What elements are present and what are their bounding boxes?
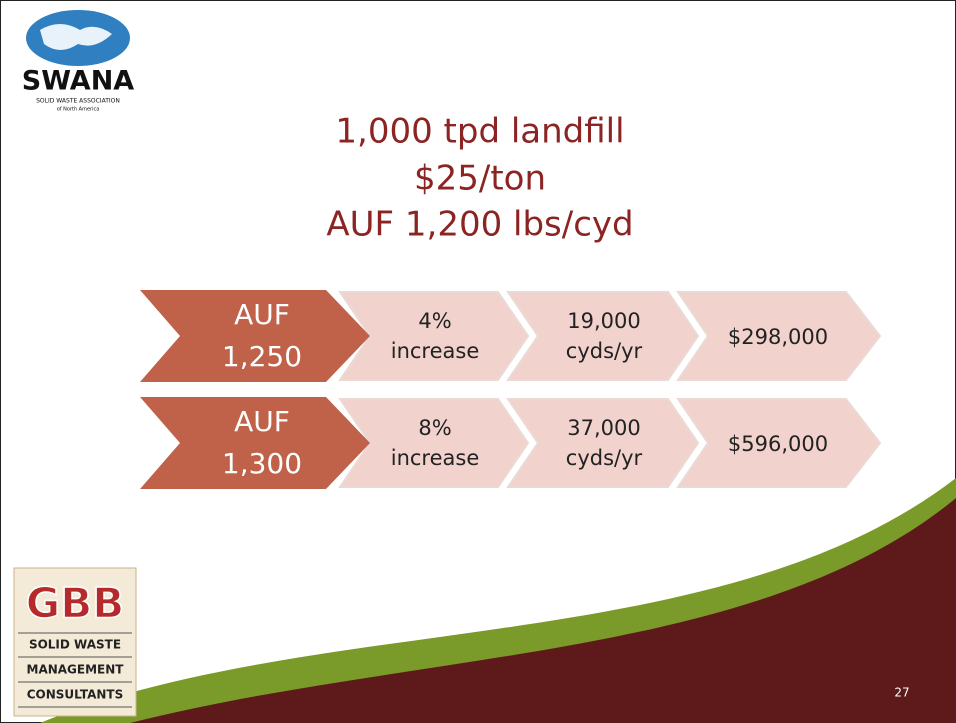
label-text: 1,250 xyxy=(222,340,302,373)
gbb-name: GBB xyxy=(26,579,125,628)
step-text: $596,000 xyxy=(728,432,828,456)
gbb-line: MANAGEMENT xyxy=(27,663,125,677)
label-chevron xyxy=(140,290,370,382)
gbb-line: CONSULTANTS xyxy=(27,688,124,702)
process-rows: 4% increase 19,000 cyds/yr $298,000 AUF 1,250 8… xyxy=(140,290,882,489)
step-text: 4% xyxy=(418,309,451,333)
label-text: AUF xyxy=(234,298,290,331)
swana-logo: SWANA SOLID WASTE ASSOCIATION of North A… xyxy=(22,10,135,113)
step-text: cyds/yr xyxy=(566,446,643,470)
gbb-box xyxy=(13,567,137,717)
step-text: 8% xyxy=(418,416,451,440)
title-line: $25/ton xyxy=(414,159,546,199)
step-text: $298,000 xyxy=(728,325,828,349)
step-text: 19,000 xyxy=(567,309,640,333)
swana-sub: of North America xyxy=(57,107,100,113)
label-text: AUF xyxy=(234,405,290,438)
step-chevron xyxy=(506,398,700,488)
step-text: increase xyxy=(391,446,480,470)
page-number: 27 xyxy=(894,686,909,700)
step-chevron xyxy=(506,291,700,381)
swana-name: SWANA xyxy=(22,66,135,97)
label-chevron xyxy=(140,397,370,489)
step-chevron xyxy=(676,398,882,488)
step-text: 37,000 xyxy=(567,416,640,440)
label-text: 1,300 xyxy=(222,447,302,480)
globe-land xyxy=(40,24,112,50)
step-chevron xyxy=(676,291,882,381)
swana-tagline: SOLID WASTE ASSOCIATION xyxy=(36,98,120,105)
step-text: cyds/yr xyxy=(566,339,643,363)
step-text: increase xyxy=(391,339,480,363)
gbb-line: SOLID WASTE xyxy=(29,638,121,652)
title-line: 1,000 tpd landfill xyxy=(335,112,624,152)
title-line: AUF 1,200 lbs/cyd xyxy=(326,205,633,245)
maroon-swoosh xyxy=(130,498,956,723)
gbb-logo: GBB SOLID WASTE MANAGEMENT CONSULTANTS xyxy=(13,567,137,717)
